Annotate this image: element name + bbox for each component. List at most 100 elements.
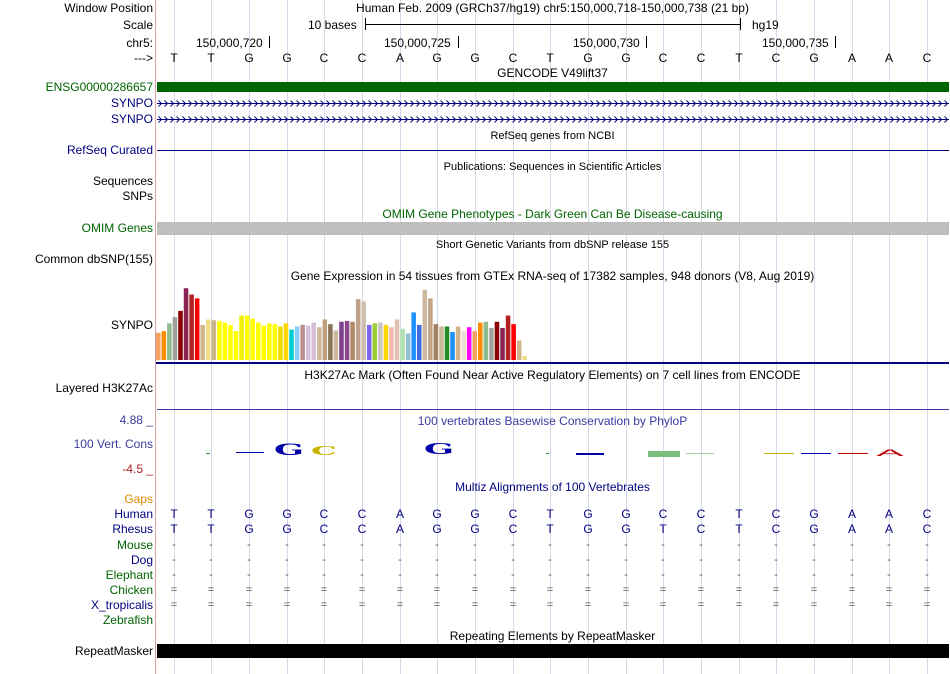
alignment-base: T [170, 522, 178, 536]
label-elephant[interactable]: Elephant [105, 568, 153, 582]
alignment-base: = [810, 584, 818, 596]
label-human[interactable]: Human [114, 507, 153, 521]
label-chicken[interactable]: Chicken [109, 583, 153, 597]
label-cons-min: -4.5 _ [122, 462, 153, 476]
gencode-gene-feature[interactable] [157, 82, 949, 92]
alignment-base: - [322, 569, 326, 581]
label-gencode-gene[interactable]: ENSG00000286657 [45, 80, 153, 94]
alignment-base: - [247, 569, 251, 581]
alignment-base: - [586, 569, 590, 581]
label-arrow: ---> [134, 51, 153, 65]
alignment-base: - [511, 554, 515, 566]
base: C [658, 51, 668, 65]
synpo-transcript-1[interactable] [157, 99, 949, 108]
alignment-base: = [546, 584, 554, 596]
gtex-bar [250, 318, 255, 360]
gtex-bar [222, 322, 228, 360]
alignment-base: C [696, 507, 706, 521]
alignment-base: T [207, 522, 215, 536]
label-h3k27ac[interactable]: Layered H3K27Ac [55, 381, 153, 395]
gtex-bar [350, 321, 355, 360]
position-tick [646, 36, 647, 48]
gtex-bar [489, 328, 494, 360]
grid-line [814, 0, 815, 674]
label-zebrafish[interactable]: Zebrafish [102, 613, 153, 627]
alignment-base: - [812, 569, 816, 581]
alignment-base: - [737, 554, 741, 566]
alignment-base: - [699, 569, 703, 581]
gtex-bar [522, 356, 527, 360]
alignment-base: A [884, 522, 893, 536]
alignment-base: C [357, 522, 367, 536]
alignment-base: C [658, 507, 668, 521]
label-snps[interactable]: SNPs [122, 189, 153, 203]
label-mouse[interactable]: Mouse [116, 538, 153, 552]
label-sequences[interactable]: Sequences [92, 174, 153, 188]
omim-gene-feature[interactable] [157, 222, 949, 235]
alignment-base: - [172, 539, 176, 551]
gtex-bar [272, 324, 278, 360]
synpo-transcript-2[interactable] [157, 115, 949, 124]
alignment-base: - [661, 539, 665, 551]
alignment-base: - [586, 539, 590, 551]
phylop-logo[interactable]: G C G A [156, 440, 949, 462]
alignment-base: = [471, 599, 479, 611]
gtex-bar [366, 324, 372, 360]
label-repeatmasker[interactable]: RepeatMasker [74, 644, 153, 658]
gtex-bar [422, 289, 428, 360]
gtex-bar [322, 319, 328, 360]
label-gaps[interactable]: Gaps [124, 492, 153, 506]
alignment-base: - [285, 539, 289, 551]
label-synpo-1[interactable]: SYNPO [110, 96, 153, 110]
alignment-base: - [473, 554, 477, 566]
assembly-position: Human Feb. 2009 (GRCh37/hg19) chr5:150,0… [356, 1, 749, 15]
label-synpo-2[interactable]: SYNPO [110, 112, 153, 126]
alignment-base: G [809, 522, 819, 536]
gtex-bar [516, 340, 522, 360]
alignment-base: - [398, 569, 402, 581]
pubs-track-title: Publications: Sequences in Scientific Ar… [443, 161, 662, 173]
gtex-bar [211, 320, 217, 360]
gtex-bar [194, 298, 200, 360]
gtex-bar [267, 323, 272, 360]
refseq-line[interactable] [157, 150, 949, 151]
alignment-base: C [771, 507, 781, 521]
alignment-base: - [322, 539, 326, 551]
gtex-bar [200, 324, 205, 360]
gtex-bar [311, 322, 317, 360]
alignment-base: = [584, 584, 592, 596]
base: A [847, 51, 856, 65]
label-refseq[interactable]: RefSeq Curated [66, 143, 153, 157]
alignment-base: - [548, 539, 552, 551]
label-xtrop[interactable]: X_tropicalis [90, 598, 153, 612]
phylop-mark [838, 453, 868, 454]
alignment-base: = [433, 599, 441, 611]
alignment-base: = [207, 584, 215, 596]
base: C [696, 51, 706, 65]
label-dbsnp[interactable]: Common dbSNP(155) [34, 252, 153, 266]
alignment-base: = [735, 599, 743, 611]
label-gtex-gene[interactable]: SYNPO [110, 318, 153, 332]
alignment-base: = [772, 584, 780, 596]
alignment-base: = [848, 584, 856, 596]
gtex-bar [378, 322, 383, 360]
alignment-base: C [922, 507, 932, 521]
gencode-track-title: GENCODE V49lift37 [497, 66, 608, 80]
repeatmasker-feature[interactable] [157, 644, 949, 658]
label-dog[interactable]: Dog [130, 553, 153, 567]
alignment-base: - [172, 569, 176, 581]
gtex-bar-chart[interactable] [156, 282, 536, 362]
label-omim[interactable]: OMIM Genes [81, 221, 153, 235]
alignment-base: - [398, 554, 402, 566]
label-cons[interactable]: 100 Vert. Cons [73, 437, 153, 451]
label-rhesus[interactable]: Rhesus [112, 522, 153, 536]
alignment-base: C [357, 507, 367, 521]
position-tick [269, 36, 270, 48]
gtex-bar [289, 329, 294, 360]
gtex-bar [472, 331, 478, 360]
alignment-base: G [621, 507, 631, 521]
alignment-base: - [661, 554, 665, 566]
alignment-base: - [887, 554, 891, 566]
grid-line [889, 0, 890, 674]
alignment-base: - [435, 569, 439, 581]
